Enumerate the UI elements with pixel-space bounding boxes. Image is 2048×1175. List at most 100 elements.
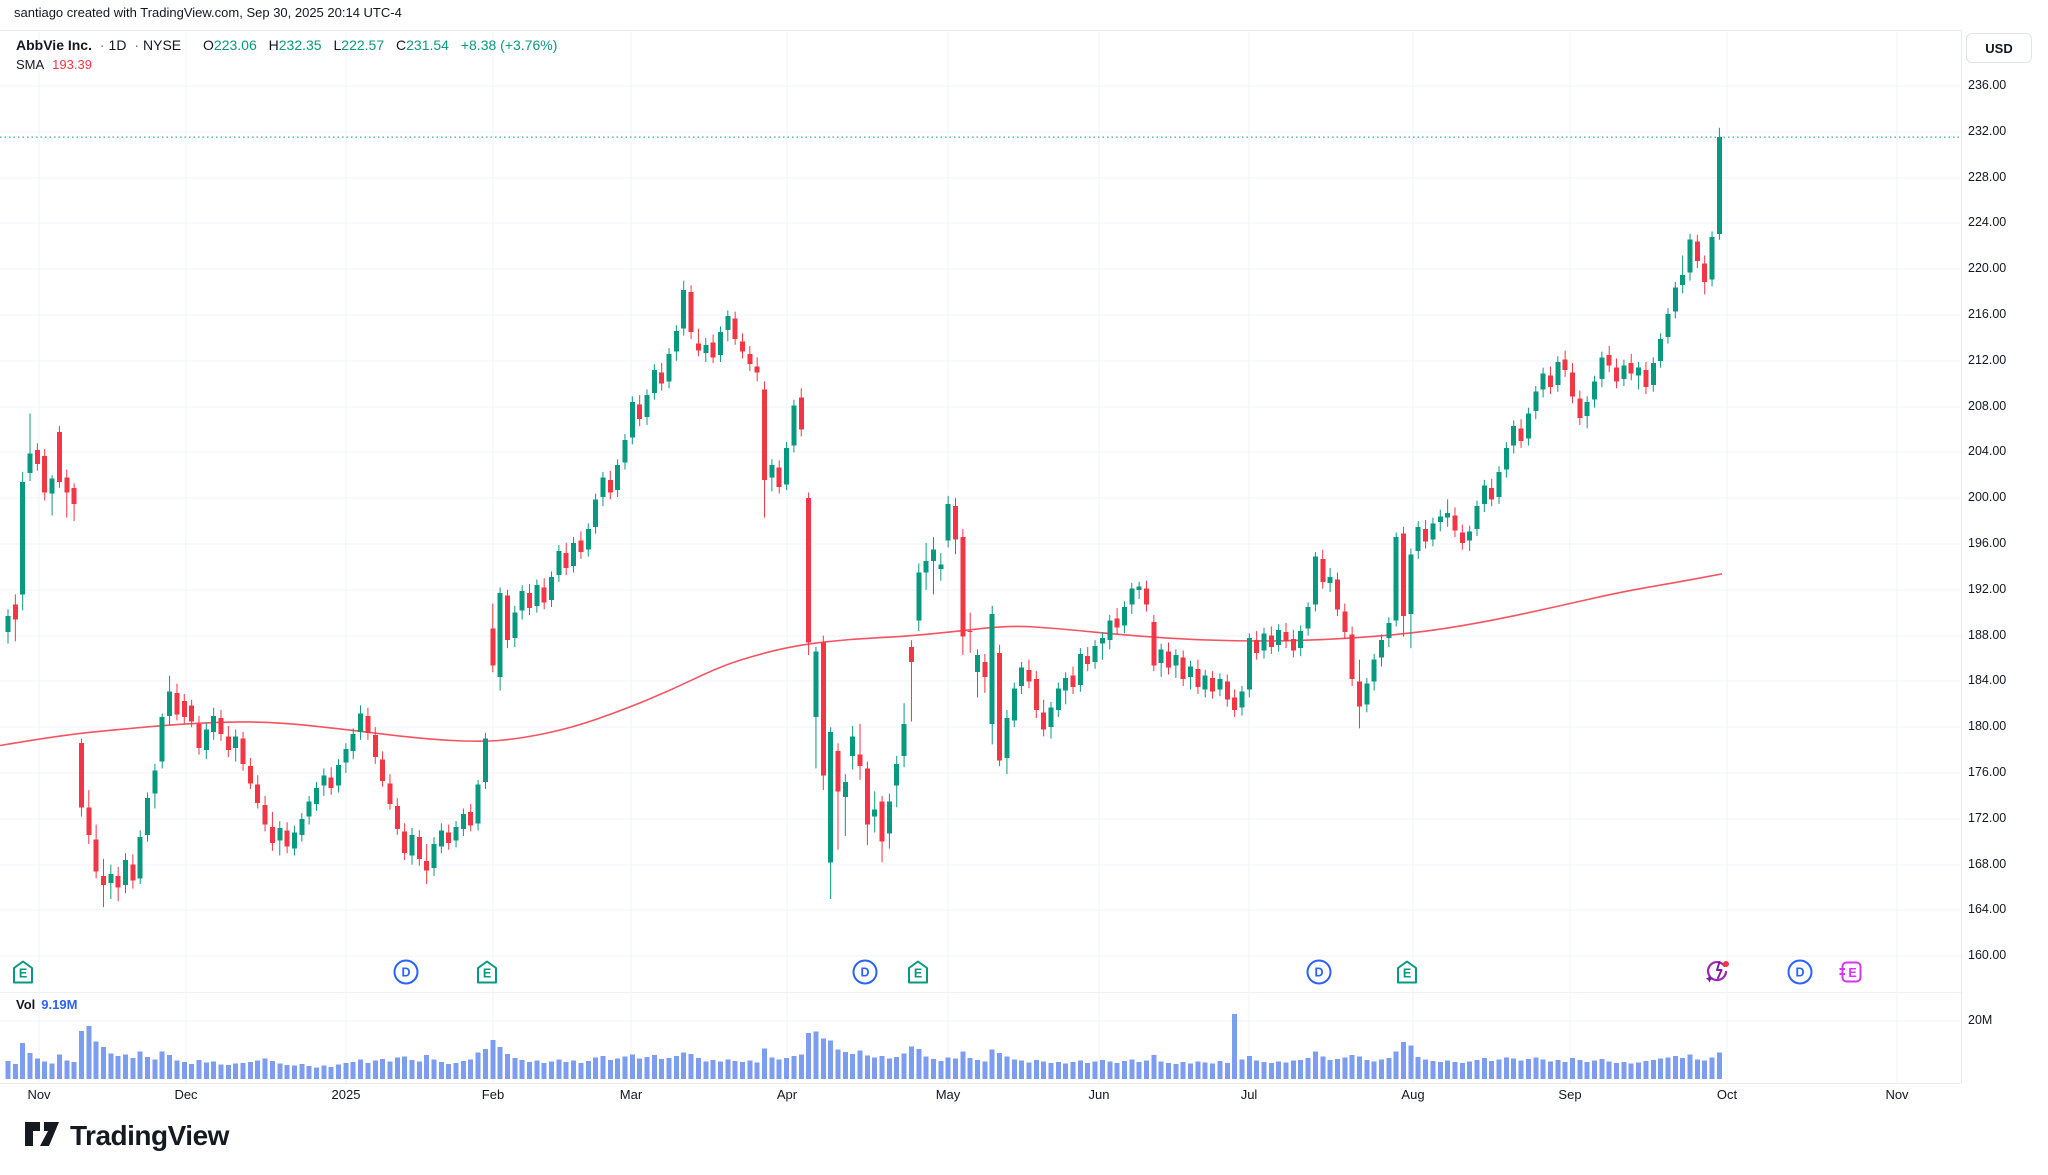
earnings-badge[interactable]: E bbox=[904, 958, 932, 986]
volume-bar bbox=[1525, 1058, 1531, 1079]
candle bbox=[1048, 702, 1054, 739]
refresh-icon-badge[interactable] bbox=[1703, 958, 1731, 986]
candle bbox=[1614, 358, 1620, 389]
candle bbox=[365, 707, 371, 740]
volume-bar bbox=[1077, 1060, 1083, 1079]
volume-bar bbox=[982, 1061, 988, 1079]
volume-bar bbox=[798, 1054, 804, 1079]
candle bbox=[820, 635, 826, 791]
dividend-badge[interactable]: D bbox=[1786, 958, 1814, 986]
volume-bar bbox=[1481, 1057, 1487, 1079]
volume-bar bbox=[108, 1053, 114, 1079]
price-axis-label: 220.00 bbox=[1968, 261, 2007, 275]
price-axis-label: 172.00 bbox=[1968, 811, 2007, 825]
volume-bar bbox=[681, 1052, 687, 1079]
earnings-badge[interactable]: E bbox=[1393, 958, 1421, 986]
volume-bar bbox=[872, 1057, 878, 1079]
candle bbox=[372, 727, 378, 764]
candle bbox=[1423, 519, 1429, 549]
interval-label[interactable]: 1D bbox=[108, 37, 127, 53]
open-label: O bbox=[203, 37, 214, 53]
candle bbox=[490, 603, 496, 673]
candle bbox=[291, 825, 297, 856]
earnings-badge[interactable]: E bbox=[9, 958, 37, 986]
volume-bar bbox=[695, 1058, 701, 1079]
candle bbox=[1650, 357, 1656, 392]
candle bbox=[1129, 582, 1135, 614]
candle bbox=[585, 523, 591, 557]
candle bbox=[1680, 255, 1686, 294]
sma-line bbox=[0, 573, 1723, 747]
currency-button[interactable]: USD bbox=[1966, 33, 2032, 63]
price-axis-label: 208.00 bbox=[1968, 399, 2007, 413]
candle bbox=[784, 442, 790, 491]
volume-bar bbox=[534, 1060, 540, 1079]
dividend-badge[interactable]: D bbox=[1305, 958, 1333, 986]
candle bbox=[233, 729, 239, 762]
candle bbox=[56, 426, 62, 488]
volume-bar bbox=[1298, 1059, 1304, 1079]
time-axis-label: Feb bbox=[481, 1087, 505, 1102]
tradingview-logo[interactable]: TradingView bbox=[24, 1120, 229, 1152]
volume-bar bbox=[1099, 1059, 1105, 1079]
svg-text:D: D bbox=[1795, 966, 1804, 980]
candle bbox=[1320, 549, 1326, 589]
volume-bar bbox=[490, 1039, 496, 1079]
price-axis-label: 184.00 bbox=[1968, 673, 2007, 687]
volume-bar bbox=[1349, 1054, 1355, 1079]
candle bbox=[446, 824, 452, 850]
earnings-badge[interactable]: E bbox=[473, 958, 501, 986]
candle bbox=[1636, 361, 1642, 390]
dividend-badge-icon: D bbox=[1787, 959, 1813, 985]
high-value: 232.35 bbox=[278, 37, 322, 53]
candle bbox=[343, 743, 349, 773]
sma-legend[interactable]: SMA 193.39 bbox=[16, 57, 92, 72]
candle bbox=[1026, 659, 1032, 689]
candle bbox=[541, 578, 547, 610]
earnings-badge-icon: E bbox=[908, 960, 928, 984]
dividend-badge[interactable]: D bbox=[851, 958, 879, 986]
candle bbox=[100, 858, 106, 907]
volume-bar bbox=[637, 1058, 643, 1079]
candle bbox=[549, 571, 555, 607]
candle bbox=[1694, 234, 1700, 269]
symbol-name[interactable]: AbbVie Inc. bbox=[16, 37, 92, 53]
candle bbox=[975, 649, 981, 698]
candle bbox=[791, 399, 797, 453]
close-value: 231.54 bbox=[406, 37, 449, 53]
volume-bar bbox=[1342, 1057, 1348, 1079]
volume-bar bbox=[1606, 1061, 1612, 1079]
candle bbox=[203, 722, 209, 760]
candle bbox=[1518, 419, 1524, 448]
volume-bar bbox=[997, 1052, 1003, 1079]
volume-bar bbox=[600, 1056, 606, 1079]
volume-bar bbox=[1702, 1060, 1708, 1079]
volume-bar bbox=[688, 1054, 694, 1079]
volume-bar bbox=[1716, 1052, 1722, 1079]
volume-legend[interactable]: Vol 9.19M bbox=[16, 997, 77, 1012]
candle bbox=[1298, 625, 1304, 657]
volume-bar bbox=[607, 1059, 613, 1079]
volume-bar bbox=[1004, 1056, 1010, 1079]
candle bbox=[732, 311, 738, 345]
dividend-badge[interactable]: D bbox=[392, 958, 420, 986]
volume-bar bbox=[1239, 1059, 1245, 1079]
candle bbox=[108, 864, 114, 899]
volume-bar bbox=[651, 1055, 657, 1079]
candle bbox=[20, 471, 26, 611]
candle bbox=[27, 413, 33, 482]
candle bbox=[438, 823, 444, 854]
upcoming-earnings-badge[interactable]: E bbox=[1837, 958, 1865, 986]
candle bbox=[1173, 649, 1179, 678]
candle bbox=[1092, 640, 1098, 669]
candle bbox=[798, 388, 804, 437]
candle bbox=[1606, 345, 1612, 373]
volume-bar bbox=[945, 1057, 951, 1079]
candle bbox=[1283, 623, 1289, 649]
symbol-legend[interactable]: AbbVie Inc. · 1D · NYSE O223.06 H232.35 L2… bbox=[16, 37, 557, 53]
candle bbox=[1364, 677, 1370, 713]
candle bbox=[593, 493, 599, 534]
volume-bar bbox=[1437, 1062, 1443, 1079]
volume-bar bbox=[1121, 1061, 1127, 1079]
